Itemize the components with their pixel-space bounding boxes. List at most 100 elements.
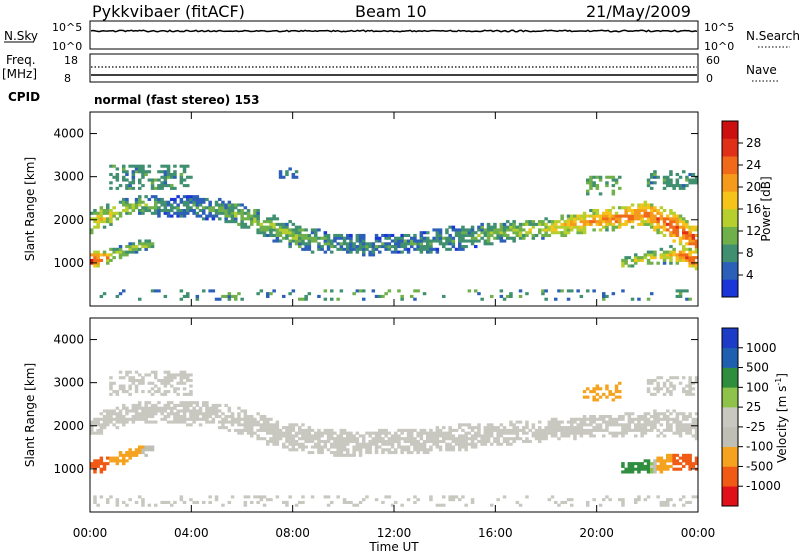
range-cell (656, 464, 660, 468)
range-cell (672, 409, 676, 413)
range-cell (131, 203, 136, 207)
range-cell (134, 164, 139, 168)
range-cell (307, 431, 312, 435)
range-cell (154, 209, 158, 213)
range-cell (688, 236, 692, 240)
range-cell (102, 420, 107, 424)
range-cell (269, 217, 273, 221)
range-cell (243, 217, 248, 221)
range-cell (150, 181, 155, 185)
range-cell (285, 439, 289, 444)
range-cell (141, 409, 145, 413)
range-cell (592, 184, 596, 188)
range-cell (339, 242, 344, 246)
range-cell (147, 245, 152, 249)
range-cell (192, 420, 196, 424)
range-cell (141, 448, 145, 452)
range-cell (90, 426, 94, 430)
range-cell (630, 462, 635, 466)
range-cell (211, 403, 216, 407)
range-cell (611, 214, 616, 218)
range-cell (637, 209, 641, 213)
range-cell (662, 428, 667, 432)
range-cell (262, 417, 267, 421)
range-cell (288, 448, 292, 452)
range-cell (646, 495, 651, 499)
range-cell (656, 434, 660, 438)
range-cell (243, 495, 248, 499)
range-cell (176, 415, 180, 419)
range-cell (451, 434, 456, 438)
range-cell (230, 417, 235, 421)
range-cell (573, 220, 577, 224)
range-cell (374, 451, 379, 455)
range-cell (678, 217, 683, 221)
range-cell (163, 206, 168, 210)
range-cell (621, 415, 625, 419)
range-cell (678, 431, 683, 435)
range-cell (278, 228, 283, 232)
range-cell (608, 222, 612, 226)
range-cell (426, 448, 430, 452)
range-cell (307, 233, 312, 238)
range-cell (685, 453, 689, 457)
range-cell (598, 423, 603, 427)
range-cell (205, 214, 209, 218)
range-cell (230, 420, 235, 424)
range-cell (618, 498, 622, 502)
range-cell (253, 220, 257, 224)
range-cell (342, 437, 347, 441)
range-cell (685, 253, 689, 257)
range-cell (378, 236, 382, 240)
range-cell (634, 211, 638, 215)
range-cell (608, 392, 612, 396)
range-cell (640, 431, 644, 435)
range-cell (678, 186, 683, 190)
range-cell (675, 459, 680, 463)
range-cell (390, 442, 395, 446)
range-cell (458, 442, 462, 446)
range-cell (221, 200, 225, 204)
range-cell (336, 445, 340, 449)
range-cell (694, 233, 699, 238)
range-cell (288, 242, 292, 246)
range-cell (688, 228, 692, 232)
range-cell (666, 214, 670, 218)
range-cell (170, 206, 174, 210)
range-cell (205, 206, 209, 210)
range-cell (685, 184, 689, 188)
range-cell (304, 434, 308, 438)
range-cell (608, 498, 612, 502)
range-cell (384, 434, 388, 438)
range-cell (134, 200, 139, 204)
range-cell (93, 462, 97, 466)
range-cell (144, 209, 148, 213)
range-cell (682, 495, 686, 499)
range-cell (634, 500, 638, 504)
range-cell (182, 376, 187, 380)
range-cell (570, 225, 574, 229)
range-cell (426, 439, 430, 444)
range-cell (461, 236, 465, 240)
range-cell (339, 442, 344, 446)
range-cell (496, 437, 500, 441)
range-cell (602, 217, 606, 221)
range-cell (672, 459, 676, 463)
range-cell (138, 297, 142, 301)
range-cell (93, 225, 97, 229)
range-cell (224, 203, 228, 207)
range-cell (646, 178, 651, 182)
range-cell (349, 245, 353, 249)
range-cell (352, 451, 356, 455)
range-cell (112, 214, 116, 218)
range-cell (240, 211, 244, 215)
range-cell (122, 453, 126, 457)
range-cell (198, 417, 203, 421)
range-cell (426, 231, 430, 235)
range-cell (141, 498, 145, 502)
range-cell (115, 392, 120, 396)
range-cell (390, 437, 395, 441)
range-cell (189, 409, 193, 413)
range-cell (448, 442, 452, 446)
